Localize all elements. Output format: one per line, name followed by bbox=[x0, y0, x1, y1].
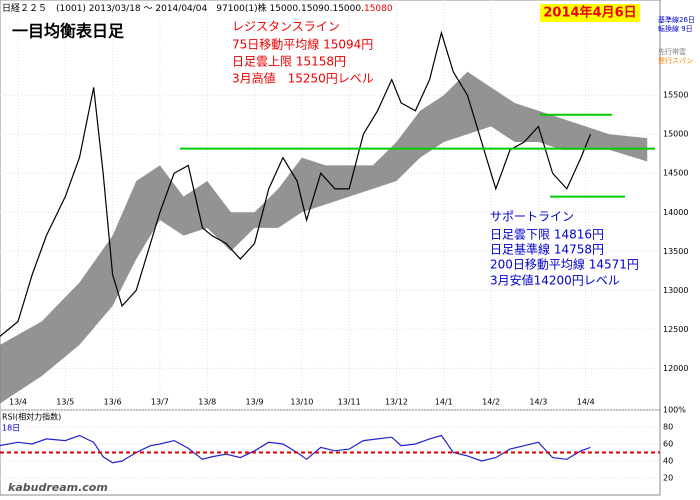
annotation: サポートライン bbox=[490, 210, 574, 224]
y-tick-label: 80 bbox=[663, 423, 673, 432]
x-tick-label: 13/4 bbox=[9, 398, 27, 407]
y-tick-label: 20 bbox=[663, 474, 673, 483]
x-tick-label: 14/4 bbox=[577, 398, 595, 407]
annotation: 75日移動平均線 15094円 bbox=[232, 37, 373, 52]
date: 2014年4月6日 bbox=[543, 5, 636, 21]
x-tick-label: 14/3 bbox=[529, 398, 547, 407]
price-line bbox=[0, 30, 592, 338]
x-tick-label: 13/6 bbox=[104, 398, 122, 407]
y-tick-label: 14500 bbox=[663, 169, 688, 178]
x-tick-label: 13/5 bbox=[56, 398, 74, 407]
header-last: 15080 bbox=[364, 4, 393, 14]
legend-entry: 転換線 9日 bbox=[658, 24, 693, 33]
watermark: kabudream.com bbox=[8, 481, 108, 494]
legend-entry: 先行帯雲 bbox=[658, 47, 686, 56]
y-tick-label: 40 bbox=[663, 457, 673, 466]
header: 日経２２５ (1001) 2013/03/18 ～ 2014/04/04 971… bbox=[2, 2, 393, 14]
x-tick-label: 14/2 bbox=[482, 398, 500, 407]
y-tick-label: 13000 bbox=[663, 286, 688, 295]
legend-entry: 遅行スパン bbox=[658, 56, 693, 65]
annotation: 日足雲上限 15158円 bbox=[232, 55, 346, 69]
x-tick-label: 13/12 bbox=[385, 398, 408, 407]
annotation: 200日移動平均線 14571円 bbox=[490, 257, 639, 272]
chart-title: 一目均衡表日足 bbox=[12, 22, 125, 41]
rsi-title: RSI(相対力指数) bbox=[2, 412, 61, 422]
x-tick-label: 14/1 bbox=[435, 398, 453, 407]
cloud bbox=[0, 71, 648, 404]
date-box bbox=[540, 4, 640, 22]
annotation: 日足雲下限 14816円 bbox=[490, 228, 604, 242]
x-tick-label: 13/10 bbox=[290, 398, 313, 407]
annotation: 日足基準線 14758円 bbox=[490, 242, 604, 257]
y-tick-label: 13500 bbox=[663, 247, 688, 256]
annotation: レジスタンスライン bbox=[232, 20, 340, 34]
y-tick-label: 12000 bbox=[663, 364, 688, 373]
x-tick-label: 13/11 bbox=[338, 398, 361, 407]
header-main: 日経２２５ (1001) 2013/03/18 ～ 2014/04/04 971… bbox=[2, 2, 364, 14]
y-tick-label: 14000 bbox=[663, 208, 688, 217]
rsi-period: 18日 bbox=[2, 424, 20, 433]
main-frame bbox=[0, 0, 661, 411]
annotation: 3月高値 15250円レベル bbox=[232, 71, 374, 86]
x-tick-label: 13/7 bbox=[151, 398, 169, 407]
y-tick-label: 15000 bbox=[663, 130, 688, 139]
y-tick-label: 60 bbox=[663, 440, 673, 449]
legend-entry: 基準線26日 bbox=[658, 15, 695, 24]
y-tick-label: 100% bbox=[663, 406, 686, 415]
x-tick-label: 13/8 bbox=[198, 398, 216, 407]
y-tick-label: 15500 bbox=[663, 91, 688, 100]
x-tick-label: 13/9 bbox=[246, 398, 264, 407]
y-tick-label: 12500 bbox=[663, 325, 688, 334]
annotation: 3月安値14200円レベル bbox=[490, 273, 620, 288]
